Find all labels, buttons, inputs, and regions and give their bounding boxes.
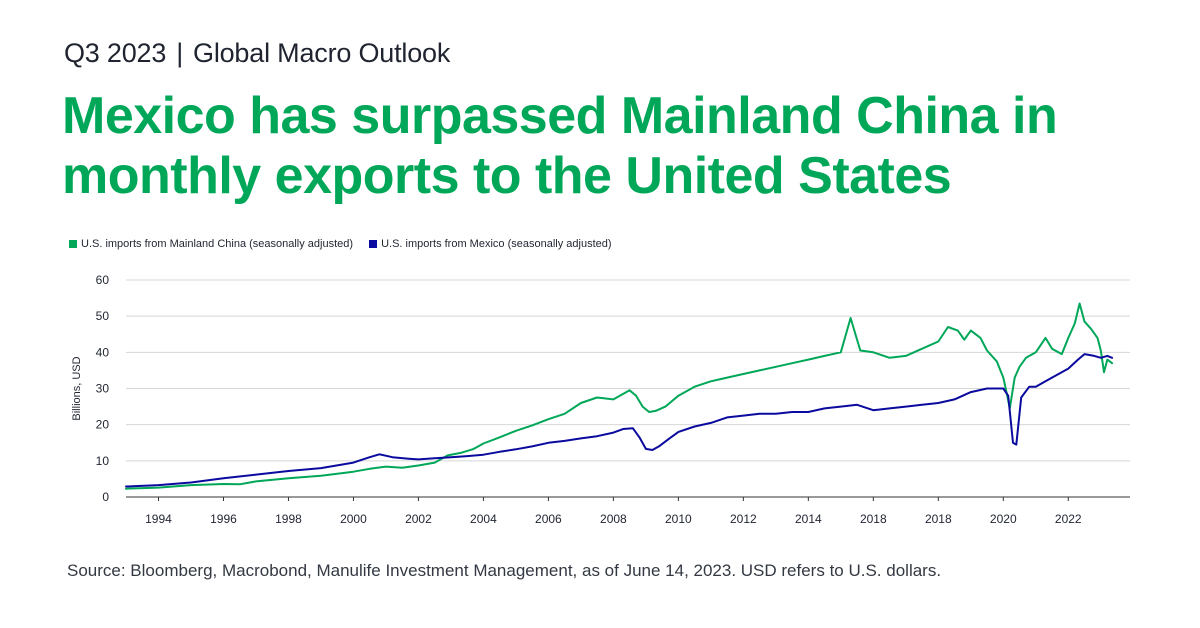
x-tick-label-8: 2010	[665, 512, 692, 526]
chart-legend: U.S. imports from Mainland China (season…	[69, 238, 612, 250]
x-tick-label-1: 1996	[210, 512, 237, 526]
legend-item-china: U.S. imports from Mainland China (season…	[69, 238, 353, 250]
legend-swatch-china	[69, 240, 77, 248]
x-tick-label-3: 2000	[340, 512, 367, 526]
x-tick-label-12: 2018	[925, 512, 952, 526]
legend-swatch-mexico	[369, 240, 378, 248]
legend-label-mexico: U.S. imports from Mexico (seasonally adj…	[381, 238, 612, 250]
x-tick-label-0: 1994	[145, 512, 172, 526]
y-axis-title: Billions, USD	[71, 356, 83, 420]
y-tick-label-10: 10	[96, 454, 110, 468]
x-tick-label-9: 2012	[730, 512, 757, 526]
x-tick-label-11: 2018	[860, 512, 887, 526]
eyebrow: Q3 2023 | Global Macro Outlook	[64, 38, 450, 69]
series-line-china	[125, 302, 1114, 490]
publication-name: Global Macro Outlook	[193, 38, 451, 68]
x-tick-label-6: 2006	[535, 512, 562, 526]
quarter-label: Q3 2023	[64, 38, 167, 68]
headline: Mexico has surpassed Mainland China in m…	[62, 87, 1058, 205]
series-line-mexico	[125, 353, 1114, 488]
y-tick-label-50: 50	[96, 309, 110, 323]
x-tick-label-10: 2014	[795, 512, 822, 526]
y-tick-label-30: 30	[96, 382, 110, 396]
y-tick-label-40: 40	[96, 345, 110, 359]
legend-item-mexico: U.S. imports from Mexico (seasonally adj…	[369, 238, 612, 250]
eyebrow-separator: |	[176, 38, 184, 68]
x-tick-label-5: 2004	[470, 512, 497, 526]
y-tick-label-0: 0	[102, 490, 109, 504]
legend-label-china: U.S. imports from Mainland China (season…	[81, 238, 354, 250]
y-tick-label-60: 60	[96, 273, 110, 287]
x-tick-label-4: 2002	[405, 512, 432, 526]
y-tick-label-20: 20	[96, 418, 110, 432]
x-tick-label-14: 2022	[1055, 512, 1082, 526]
x-tick-label-2: 1998	[275, 512, 302, 526]
x-tick-label-7: 2008	[600, 512, 627, 526]
x-tick-label-13: 2020	[990, 512, 1017, 526]
source-note: Source: Bloomberg, Macrobond, Manulife I…	[67, 561, 942, 580]
